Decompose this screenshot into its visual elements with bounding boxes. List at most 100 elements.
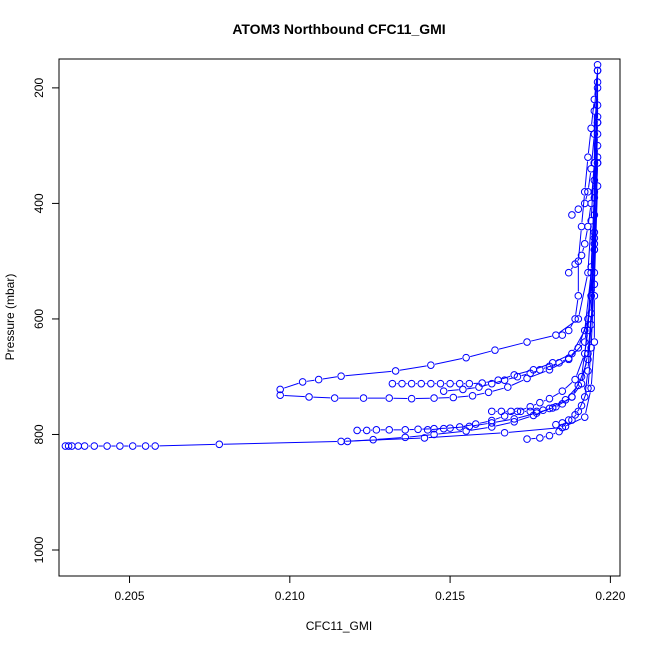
data-point [539, 406, 547, 415]
data-point [548, 404, 557, 412]
data-point [497, 407, 506, 416]
series-line-segment [454, 426, 466, 429]
data-point [568, 211, 576, 219]
data-point [587, 199, 595, 208]
data-point [141, 442, 150, 450]
series-line-segment [533, 403, 537, 406]
series-line-segment [590, 346, 595, 385]
data-point [215, 440, 224, 449]
series-line-segment [556, 405, 559, 407]
data-point [436, 379, 445, 388]
x-tick-label: 0.215 [435, 589, 465, 603]
data-point [417, 379, 426, 388]
plot-series-group [61, 60, 602, 450]
series-line-segment [591, 103, 595, 125]
data-point [484, 388, 493, 397]
data-point [276, 391, 284, 399]
data-point [510, 415, 519, 423]
data-point [593, 118, 602, 127]
y-tick-label: 600 [32, 309, 46, 329]
data-point [577, 401, 586, 410]
data-point [523, 338, 531, 346]
data-point [414, 425, 422, 434]
series-line-segment [587, 351, 592, 385]
y-tick-label: 800 [32, 424, 46, 444]
data-point [427, 361, 435, 369]
data-point [580, 240, 589, 248]
data-point [536, 398, 544, 407]
series-line-segment [457, 395, 469, 398]
data-point [558, 400, 567, 408]
data-point [510, 417, 519, 426]
data-point [64, 442, 73, 450]
data-point [504, 383, 512, 391]
series-line-segment [351, 439, 370, 442]
series-line-segment [588, 207, 592, 223]
series-line-segment [570, 322, 574, 328]
data-point [571, 315, 579, 323]
series-line-segment [587, 132, 592, 154]
data-point [116, 442, 124, 450]
series-line-segment [543, 399, 546, 402]
data-point [407, 394, 416, 403]
data-point [555, 427, 563, 436]
data-point [430, 394, 438, 402]
data-point [388, 379, 397, 388]
series-line-segment [565, 398, 569, 402]
data-point [471, 420, 480, 428]
series-line-segment [473, 423, 488, 427]
series-line-segment [584, 161, 589, 188]
data-point [459, 385, 467, 394]
data-point [465, 379, 474, 388]
series-line-segment [495, 419, 511, 423]
series-line-segment [573, 386, 580, 394]
data-point [462, 353, 470, 362]
series-line-segment [562, 359, 566, 362]
data-point [587, 292, 595, 300]
y-axis-label: Pressure (mbar) [3, 274, 17, 361]
series-line-segment [553, 363, 556, 366]
data-point [401, 426, 410, 434]
data-point [430, 430, 438, 439]
series-8 [439, 153, 602, 395]
data-point [362, 426, 371, 435]
data-point [587, 344, 595, 352]
data-point [564, 268, 573, 277]
series-line-segment [585, 392, 591, 414]
data-point [343, 437, 352, 446]
series-line-segment [521, 373, 527, 377]
data-point [564, 354, 573, 363]
series-line-segment [565, 382, 573, 389]
series-line-segment [495, 422, 511, 427]
data-point [513, 372, 522, 381]
data-point [571, 260, 579, 268]
data-point [337, 437, 345, 446]
data-point [526, 402, 535, 411]
series-line-segment [492, 387, 504, 392]
data-point [564, 326, 573, 335]
data-point [574, 205, 583, 213]
data-point [574, 315, 583, 323]
series-line-segment [590, 167, 595, 200]
data-point [558, 387, 567, 395]
data-point [420, 434, 429, 442]
data-point [314, 375, 323, 384]
series-line-segment [486, 380, 495, 383]
data-point [475, 383, 483, 391]
data-point [407, 379, 416, 388]
data-point [580, 349, 589, 358]
data-point [568, 393, 576, 401]
series-line-segment [313, 396, 331, 399]
series-line-segment [593, 167, 598, 269]
series-line-segment [570, 267, 574, 270]
data-point [385, 394, 393, 402]
x-tick-label: 0.210 [275, 589, 305, 603]
data-point [427, 379, 435, 388]
series-line-segment [585, 195, 588, 200]
series-line-segment [567, 388, 576, 398]
series-14 [564, 101, 602, 277]
series-line-segment [284, 394, 305, 398]
data-point [523, 435, 531, 443]
y-tick-label: 400 [32, 193, 46, 213]
